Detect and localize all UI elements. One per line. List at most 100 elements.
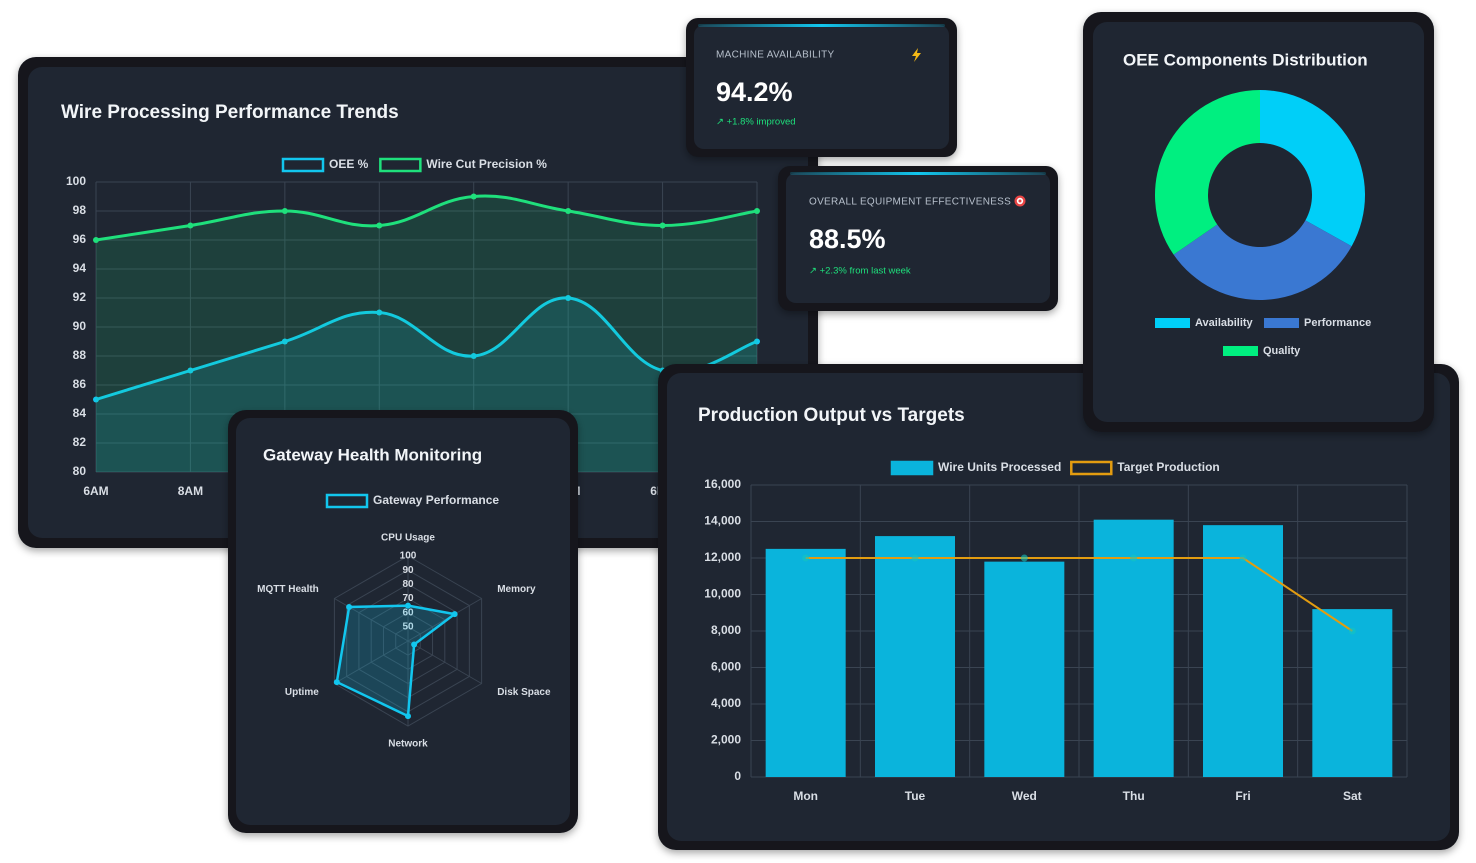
data-point	[451, 611, 458, 618]
donut-slice	[1155, 90, 1260, 255]
x-tick-label: 6AM	[83, 484, 108, 498]
data-point	[1020, 554, 1028, 562]
data-point	[93, 237, 99, 243]
series-line	[95, 296, 758, 401]
legend-label: Performance	[1304, 317, 1371, 329]
data-point	[187, 222, 194, 229]
bar	[984, 561, 1065, 777]
legend-label: Quality	[1263, 345, 1301, 357]
legend-swatch	[890, 460, 934, 476]
y-tick-label: 94	[73, 261, 87, 275]
y-tick-label: 86	[73, 377, 87, 391]
y-tick-label: 16,000	[704, 477, 741, 491]
y-tick-label: 88	[73, 348, 87, 362]
radar-spoke	[407, 640, 482, 684]
card-accent	[698, 24, 945, 27]
kpi-change: ↗ +2.3% from last week	[809, 266, 911, 277]
axis-label: Uptime	[285, 687, 319, 698]
bar	[1203, 525, 1283, 777]
data-point	[470, 353, 477, 359]
axis-label: CPU Usage	[381, 533, 435, 544]
data-point	[802, 554, 810, 562]
r-tick-label: 60	[402, 607, 414, 618]
data-point	[565, 208, 572, 214]
x-tick-label: Fri	[1235, 789, 1250, 803]
data-point	[376, 309, 383, 316]
oee-card: OEE Components Distribution Availability…	[1083, 12, 1434, 432]
gateway-card: Gateway Health Monitoring CPU Usage Memor…	[228, 410, 578, 833]
data-point	[405, 713, 411, 720]
y-tick-label: 82	[73, 435, 87, 449]
data-point	[346, 604, 353, 610]
legend-label: Wire Units Processed	[938, 460, 1061, 474]
x-tick-label: Wed	[1012, 789, 1037, 803]
axis-label: Disk Space	[497, 687, 551, 698]
legend-swatch	[1155, 318, 1190, 328]
data-point	[565, 295, 572, 301]
legend-label: Wire Cut Precision %	[426, 157, 547, 171]
chart-title: Gateway Health Monitoring	[263, 445, 482, 464]
kpi-change: ↗ +1.8% improved	[716, 117, 796, 128]
data-point	[376, 222, 383, 229]
kpi-label: OVERALL EQUIPMENT EFFECTIVENESS	[809, 197, 1011, 208]
y-tick-label: 0	[734, 769, 741, 783]
y-tick-label: 4,000	[711, 696, 741, 710]
r-tick-label: 70	[402, 593, 414, 604]
radar-spoke	[334, 640, 409, 684]
kpi-card: OVERALL EQUIPMENT EFFECTIVENESS 88.5% ↗ …	[778, 166, 1058, 311]
kpi-card: MACHINE AVAILABILITY 94.2% ↗ +1.8% impro…	[686, 18, 957, 157]
legend-label: Gateway Performance	[373, 493, 499, 507]
r-tick-label: 80	[402, 579, 414, 590]
y-tick-label: 10,000	[704, 587, 741, 601]
card-body	[694, 25, 949, 149]
legend-swatch	[379, 157, 422, 173]
legend-swatch	[1264, 318, 1299, 328]
y-tick-label: 100	[66, 174, 86, 188]
x-tick-label: Mon	[793, 789, 818, 803]
y-tick-label: 84	[73, 406, 87, 420]
r-tick-label: 100	[400, 551, 417, 562]
legend-label: OEE %	[329, 157, 369, 171]
data-point	[754, 208, 760, 214]
y-tick-label: 98	[73, 203, 87, 217]
kpi-label: MACHINE AVAILABILITY	[716, 50, 834, 61]
donut-slice	[1260, 90, 1365, 247]
y-tick-label: 12,000	[704, 550, 741, 564]
axis-label: Network	[388, 739, 428, 750]
card-body	[28, 67, 808, 538]
y-tick-label: 96	[73, 232, 87, 246]
target-icon	[1018, 199, 1022, 203]
chart-title: Production Output vs Targets	[698, 405, 965, 426]
y-tick-label: 80	[73, 464, 87, 478]
bolt-icon	[912, 48, 921, 62]
production-card: Production Output vs Targets 0 2,000 4,000…	[658, 364, 1459, 850]
bar	[765, 548, 846, 777]
bar	[1312, 609, 1393, 777]
data-point	[754, 338, 760, 345]
data-point	[470, 193, 477, 200]
y-tick-label: 92	[73, 290, 87, 304]
y-tick-label: 2,000	[711, 733, 741, 747]
y-tick-label: 8,000	[711, 623, 741, 637]
r-tick-label: 90	[402, 565, 414, 576]
chart-title: Wire Processing Performance Trends	[61, 102, 399, 123]
legend-swatch	[325, 493, 369, 509]
data-point	[187, 367, 194, 374]
data-point	[1239, 554, 1247, 562]
data-point	[1348, 627, 1356, 635]
card-body	[236, 418, 570, 825]
x-tick-label: Thu	[1123, 789, 1145, 803]
series-area	[96, 196, 757, 472]
bar	[875, 536, 955, 777]
axis-label: Memory	[497, 584, 536, 595]
legend-label: Target Production	[1117, 460, 1219, 474]
trend-card: Wire Processing Performance Trends 80 82 8…	[18, 57, 818, 548]
y-tick-label: 6,000	[711, 660, 741, 674]
y-tick-label: 90	[73, 319, 87, 333]
radar-spoke	[407, 598, 482, 642]
kpi-value: 88.5%	[809, 224, 886, 254]
data-point	[411, 641, 418, 648]
legend-swatch	[1223, 346, 1258, 356]
card-body	[786, 173, 1050, 303]
